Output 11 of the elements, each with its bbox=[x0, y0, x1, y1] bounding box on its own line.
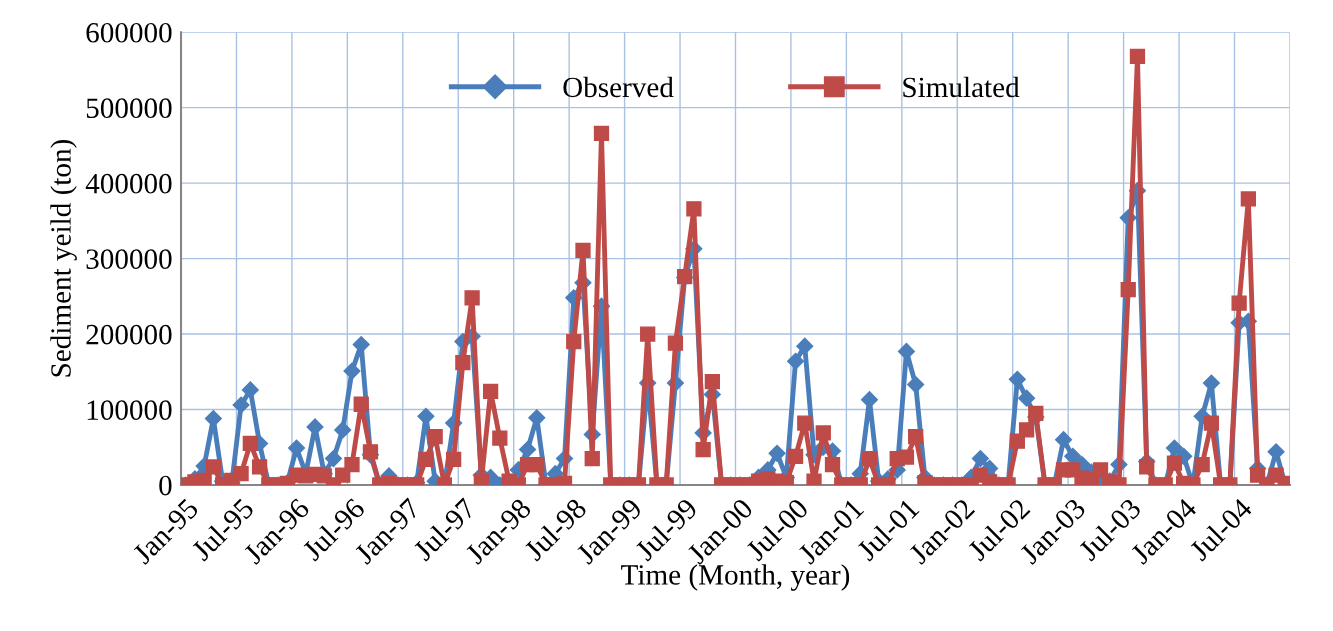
y-axis-title: Sediment yeild (ton) bbox=[50, 139, 77, 377]
legend-label: Simulated bbox=[903, 76, 1020, 98]
y-tick-label: 300000 bbox=[86, 249, 172, 269]
y-tick-label: 100000 bbox=[87, 400, 172, 420]
y-tick-label: 600000 bbox=[86, 22, 172, 43]
y-tick-label: 500000 bbox=[86, 98, 172, 119]
y-tick-label: 200000 bbox=[86, 324, 172, 345]
legend-label: Observed bbox=[563, 76, 674, 98]
y-tick-label: 0 bbox=[159, 475, 172, 496]
x-axis-title: Time (Month, year) bbox=[621, 564, 850, 591]
y-tick-label: 400000 bbox=[85, 173, 172, 194]
